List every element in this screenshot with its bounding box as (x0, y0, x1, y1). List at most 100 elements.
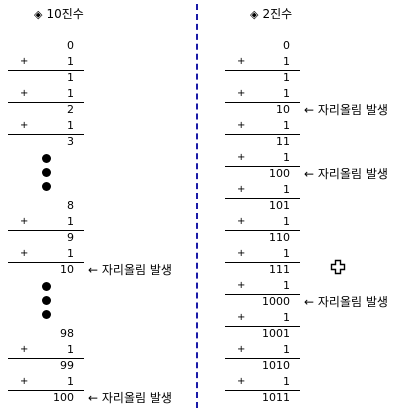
binary-number: 1000 (262, 295, 290, 308)
binary-addend-row: +1 (225, 214, 300, 231)
binary-value-row: 1011 (225, 390, 300, 406)
binary-addend-row: +1 (225, 118, 300, 135)
decimal-number: 10 (60, 263, 74, 276)
binary-value-row: 0 (225, 38, 300, 54)
binary-value-row: 100 (225, 166, 300, 182)
binary-number: 1011 (262, 391, 290, 404)
binary-number: 11 (276, 135, 290, 148)
decimal-number: 3 (67, 135, 74, 148)
decimal-number: 2 (67, 103, 74, 116)
binary-number: 111 (269, 263, 290, 276)
plus-sign: + (20, 376, 29, 387)
decimal-value-row: 9 (8, 230, 84, 246)
plus-sign: + (237, 344, 246, 355)
binary-addend-row: +1 (225, 374, 300, 391)
binary-number: 1001 (262, 327, 290, 340)
decimal-addend-row: +1 (8, 118, 84, 135)
decimal-number: 8 (67, 199, 74, 212)
decimal-addend-row: +1 (8, 54, 84, 71)
binary-number: 1 (283, 55, 290, 68)
plus-sign: + (237, 56, 246, 67)
binary-number: 1010 (262, 359, 290, 372)
binary-addend-row: +1 (225, 86, 300, 103)
move-cursor-icon (330, 259, 346, 275)
binary-value-row: 101 (225, 198, 300, 214)
binary-number: 1 (283, 375, 290, 388)
plus-sign: + (20, 248, 29, 259)
binary-value-row: 11 (225, 134, 300, 150)
binary-number: 110 (269, 231, 290, 244)
carry-note: ← 자리올림 발생 (304, 295, 388, 309)
decimal-value-row: 100 (8, 390, 84, 406)
plus-sign: + (237, 248, 246, 259)
binary-number: 1 (283, 119, 290, 132)
binary-addend-row: +1 (225, 278, 300, 295)
plus-sign: + (20, 120, 29, 131)
binary-addend-row: +1 (225, 182, 300, 199)
carry-note: ← 자리올림 발생 (88, 391, 172, 405)
binary-number: 101 (269, 199, 290, 212)
ellipsis-dot-icon (42, 182, 51, 191)
binary-value-row: 1010 (225, 358, 300, 374)
binary-number: 1 (283, 71, 290, 84)
plus-sign: + (237, 312, 246, 323)
decimal-value-row: 98 (8, 326, 84, 342)
ellipsis-dot-icon (42, 282, 51, 291)
decimal-addend-row: +1 (8, 246, 84, 263)
decimal-number: 1 (67, 343, 74, 356)
decimal-number: 1 (67, 375, 74, 388)
diamond-icon: ◈ (34, 8, 43, 21)
decimal-number: 1 (67, 247, 74, 260)
binary-value-row: 111 (225, 262, 300, 278)
binary-value-row: 1 (225, 70, 300, 86)
plus-sign: + (20, 216, 29, 227)
plus-sign: + (237, 280, 246, 291)
binary-number: 1 (283, 279, 290, 292)
carry-note: ← 자리올림 발생 (88, 263, 172, 277)
decimal-value-row: 8 (8, 198, 84, 214)
binary-value-row: 1001 (225, 326, 300, 342)
binary-title-label: 2진수 (262, 7, 293, 21)
plus-sign: + (237, 216, 246, 227)
decimal-number: 1 (67, 71, 74, 84)
plus-sign: + (237, 376, 246, 387)
binary-value-row: 110 (225, 230, 300, 246)
decimal-number: 9 (67, 231, 74, 244)
decimal-addend-row: +1 (8, 342, 84, 359)
decimal-number: 99 (60, 359, 74, 372)
decimal-addend-row: +1 (8, 214, 84, 231)
binary-number: 1 (283, 343, 290, 356)
ellipsis-dot-icon (42, 310, 51, 319)
binary-number: 1 (283, 183, 290, 196)
binary-addend-row: +1 (225, 310, 300, 327)
ellipsis-dot-icon (42, 296, 51, 305)
decimal-value-row: 1 (8, 70, 84, 86)
decimal-addend-row: +1 (8, 374, 84, 391)
binary-number: 1 (283, 311, 290, 324)
decimal-number: 1 (67, 119, 74, 132)
decimal-title: ◈ 10진수 (34, 6, 84, 22)
decimal-number: 1 (67, 87, 74, 100)
decimal-addend-row: +1 (8, 86, 84, 103)
ellipsis-dot-icon (42, 168, 51, 177)
binary-addend-row: +1 (225, 342, 300, 359)
decimal-value-row: 0 (8, 38, 84, 54)
decimal-value-row: 99 (8, 358, 84, 374)
carry-note: ← 자리올림 발생 (304, 167, 388, 181)
decimal-value-row: 10 (8, 262, 84, 278)
binary-title: ◈ 2진수 (250, 6, 292, 22)
binary-addend-row: +1 (225, 150, 300, 167)
binary-value-row: 10 (225, 102, 300, 118)
decimal-number: 98 (60, 327, 74, 340)
plus-sign: + (20, 88, 29, 99)
plus-sign: + (20, 344, 29, 355)
ellipsis-dot-icon (42, 154, 51, 163)
plus-sign: + (20, 56, 29, 67)
center-divider (196, 4, 198, 408)
decimal-number: 0 (67, 39, 74, 52)
plus-sign: + (237, 120, 246, 131)
binary-addend-row: +1 (225, 246, 300, 263)
diamond-icon: ◈ (250, 8, 259, 21)
carry-note: ← 자리올림 발생 (304, 103, 388, 117)
binary-addend-row: +1 (225, 54, 300, 71)
